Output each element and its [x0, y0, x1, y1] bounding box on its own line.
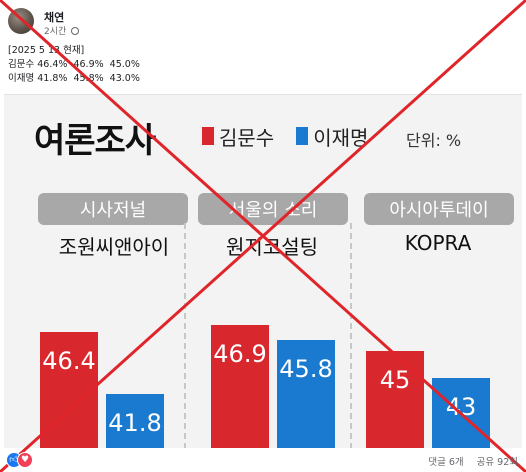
post-line: 이재명 41.8% 45.8% 43.0%	[8, 73, 140, 84]
bar-value-label: 41.8	[108, 408, 162, 437]
bar-value-label: 45	[379, 365, 411, 394]
media-pill-1: 시사저널	[38, 193, 188, 225]
legend-label-lee: 이재명	[313, 125, 369, 150]
legend-swatch-kim	[202, 127, 214, 145]
chart-legend: 김문수 이재명	[202, 123, 390, 150]
post-time[interactable]: 2시간	[44, 27, 67, 37]
legend-swatch-lee	[296, 127, 309, 145]
pollster-label-3: KOPRA	[404, 231, 472, 255]
love-icon: ♥	[17, 452, 33, 468]
comments-count[interactable]: 댓글 6개	[428, 457, 464, 468]
bar-value-label: 46.4	[42, 346, 96, 375]
unit-label: 단위: %	[406, 131, 462, 150]
post-stats: 댓글 6개 공유 92회	[418, 454, 518, 468]
shares-count[interactable]: 공유 92회	[476, 457, 518, 468]
pollster-label-2: 원지코설팅	[226, 235, 318, 259]
group-divider	[350, 223, 352, 448]
post-line: [2025 5 13 현재]	[8, 45, 85, 56]
group-divider	[184, 223, 186, 448]
card-title: 여론조사	[34, 121, 156, 161]
media-pill-2: 서울의 소리	[198, 193, 348, 225]
post-header: 채연 2시간	[8, 6, 518, 37]
post-footer: 👍︎ ♥ 댓글 6개 공유 92회	[0, 448, 526, 472]
poll-image[interactable]: 여론조사 김문수 이재명 단위: % 시사저널 서울의 소리 아시아투데이 조원…	[4, 94, 522, 448]
bar-value-label: 45.8	[279, 354, 333, 383]
bar-value-label: 43	[445, 392, 477, 421]
post-line: 김문수 46.4% 46.9% 45.0%	[8, 59, 140, 70]
legend-label-kim: 김문수	[219, 125, 275, 150]
media-pill-3: 아시아투데이	[364, 193, 514, 225]
pollster-label-1: 조원씨앤아이	[58, 235, 170, 259]
reaction-summary[interactable]: 👍︎ ♥	[6, 452, 46, 468]
bar-value-label: 46.9	[213, 339, 267, 368]
avatar[interactable]	[8, 8, 34, 34]
post-text: [2025 5 13 현재] 김문수 46.4% 46.9% 45.0% 이재명…	[8, 44, 140, 86]
globe-icon	[71, 27, 80, 35]
author-name[interactable]: 채연	[44, 11, 65, 24]
post-meta: 2시간	[44, 24, 80, 37]
